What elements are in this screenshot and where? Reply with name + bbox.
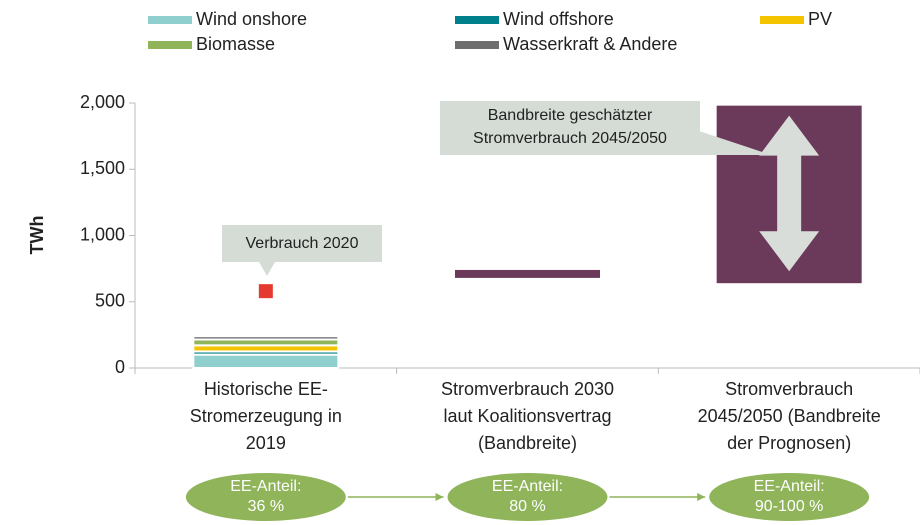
x-tick-label: 2019 (246, 433, 286, 453)
range-arrow (759, 115, 820, 272)
legend-swatch (455, 16, 499, 24)
legend-swatch (148, 41, 192, 49)
bar-segment (192, 335, 340, 341)
callout-text: Bandbreite geschätzter (488, 107, 653, 124)
share-badge (447, 473, 608, 521)
share-text: EE-Anteil: (230, 478, 301, 495)
x-tick-label: Stromverbrauch (725, 379, 853, 399)
callout (440, 101, 770, 155)
share-text: 90-100 % (755, 498, 824, 515)
legend-label: Wind onshore (196, 9, 307, 29)
share-text: 36 % (248, 498, 284, 515)
legend-swatch (148, 16, 192, 24)
range-bar (455, 269, 600, 278)
x-tick-label: Historische EE- (204, 379, 328, 399)
y-tick-label: 0 (115, 357, 125, 377)
share-text: EE-Anteil: (754, 478, 825, 495)
marker (258, 284, 273, 299)
callout-text: Stromverbrauch 2045/2050 (473, 130, 667, 147)
x-tick-label: der Prognosen) (727, 433, 851, 453)
y-tick-label: 1,500 (80, 158, 125, 178)
x-tick-label: (Bandbreite) (478, 433, 577, 453)
legend-swatch (760, 16, 804, 24)
y-tick-label: 1,000 (80, 224, 125, 244)
callout (222, 225, 382, 276)
callout-pointer (690, 128, 772, 155)
legend-label: PV (808, 9, 832, 29)
legend-swatch (455, 41, 499, 49)
share-badge (709, 473, 870, 521)
legend-label: Biomasse (196, 34, 275, 54)
share-arrowhead (435, 493, 444, 501)
x-tick-label: Stromverbrauch 2030 (441, 379, 614, 399)
legend-label: Wasserkraft & Andere (503, 34, 677, 54)
share-arrowhead (697, 493, 706, 501)
share-badge (185, 473, 346, 521)
share-text: EE-Anteil: (492, 478, 563, 495)
share-text: 80 % (509, 498, 545, 515)
callout-text: Verbrauch 2020 (246, 235, 359, 252)
x-tick-label: 2045/2050 (Bandbreite (698, 406, 881, 426)
y-axis-title: TWh (27, 216, 47, 255)
x-tick-label: Stromerzeugung in (190, 406, 342, 426)
y-tick-label: 2,000 (80, 92, 125, 112)
legend-label: Wind offshore (503, 9, 614, 29)
y-tick-label: 500 (95, 291, 125, 311)
bar-segment (192, 353, 340, 369)
x-tick-label: laut Koalitionsvertrag (443, 406, 611, 426)
